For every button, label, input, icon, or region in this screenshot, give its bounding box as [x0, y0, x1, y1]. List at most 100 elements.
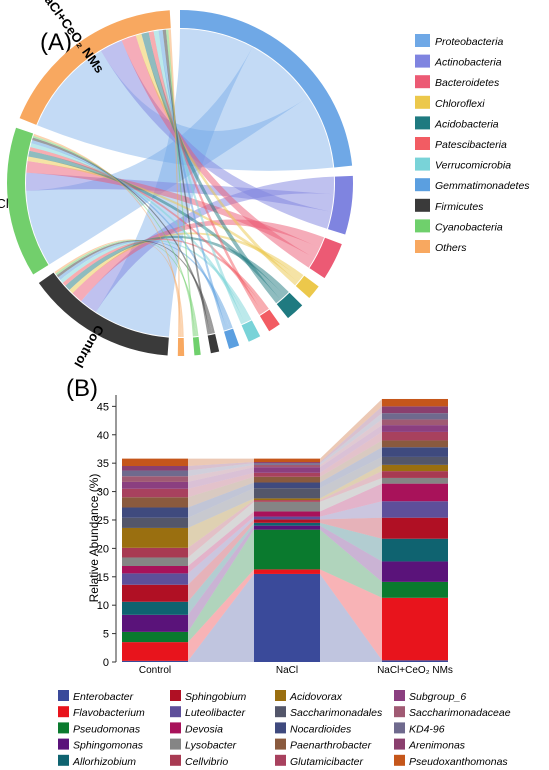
bar-segment [122, 488, 188, 498]
bar-segment [254, 511, 320, 517]
connector-band [320, 477, 382, 512]
legend-swatch [415, 54, 430, 68]
legend-label: Acidobacteria [434, 118, 499, 130]
chord-arcs [7, 10, 353, 356]
legend-swatch [58, 690, 69, 701]
connector-band [320, 419, 382, 468]
legend-swatch [170, 706, 181, 718]
connector-band [188, 501, 254, 566]
legend-swatch [394, 738, 405, 750]
bar-segment [382, 431, 448, 441]
legend-swatch [394, 722, 405, 734]
phylum-arc [192, 336, 201, 356]
legend-swatch [58, 722, 69, 734]
chord-ribbons [25, 29, 334, 338]
y-tick-label: 25 [97, 515, 109, 527]
bar-segment [382, 660, 448, 662]
connector-band [188, 516, 254, 585]
y-tick-label: 30 [97, 487, 109, 499]
bar-segment [122, 497, 188, 508]
legend-label: Enterobacter [73, 691, 134, 703]
chord-ribbon [60, 239, 252, 322]
legend-label: Arenimonas [408, 740, 466, 752]
x-category-label: NaCl [276, 665, 298, 676]
legend-label: Lysobacter [185, 740, 237, 752]
legend-label: Saccharimonadales [290, 707, 383, 719]
phylum-arc [224, 328, 240, 349]
connector-band [188, 467, 254, 489]
legend-label: Patescibacteria [435, 139, 507, 151]
bar-segment [382, 398, 448, 407]
group-arc [38, 272, 169, 356]
bar-segment [382, 464, 448, 472]
bar-segment [382, 483, 448, 502]
legend-label: Gemmatimonadetes [435, 180, 530, 192]
phylum-arc [276, 292, 303, 319]
legend-label: Flavobacterium [73, 707, 145, 719]
bar-segments [122, 398, 448, 662]
bar-segment [382, 561, 448, 582]
legend-swatch [415, 178, 430, 192]
phylum-arc [207, 333, 220, 354]
y-tick-label: 0 [103, 657, 109, 669]
panel-label-b: (B) [66, 375, 98, 402]
legend-swatch [415, 34, 430, 47]
legend-swatch [58, 738, 69, 750]
connector-band [188, 525, 254, 632]
stacked-bar-panel: (B) Relative Abundance (%) 0 5 10 15 20 25 30 3… [66, 375, 453, 676]
panel-label-a: (A) [40, 29, 72, 56]
bar-segment [382, 456, 448, 465]
bar-segment [254, 464, 320, 468]
connector-band [188, 522, 254, 615]
chord-ribbon [153, 30, 245, 325]
bar-segment [122, 573, 188, 585]
legend-swatch [415, 219, 430, 233]
connector-band [320, 517, 382, 539]
phylum-arc [327, 175, 353, 235]
legend-label: Glutamicibacter [290, 756, 363, 768]
bar-segment [382, 501, 448, 518]
chord-ribbon [62, 238, 269, 311]
bar-segment [254, 472, 320, 477]
legend-swatch [58, 706, 69, 718]
legend-swatch [415, 240, 430, 253]
connector-band [188, 482, 254, 518]
connector-band [188, 573, 254, 662]
chord-ribbon [162, 29, 210, 335]
connector-band [188, 472, 254, 498]
legend-swatch [394, 754, 405, 766]
connector-band [188, 511, 254, 574]
bar-segment [122, 614, 188, 632]
connector-band [320, 525, 382, 582]
legend-label: KD4-96 [409, 723, 445, 735]
bar-segment [254, 488, 320, 499]
phylum-legend: Proteobacteria Actinobacteria Bacteroidete… [415, 34, 530, 254]
y-tick-label: 10 [97, 600, 109, 612]
x-axis-labels: Control NaCl NaCl+CeO₂ NMs [139, 665, 453, 676]
chord-ribbon [168, 29, 180, 338]
connector-band [188, 498, 254, 548]
phylum-arc [309, 237, 342, 279]
phylum-arc [295, 275, 319, 298]
bar-segment [122, 601, 188, 615]
bar-segment [122, 631, 188, 643]
legend-label: Pseudoxanthomonas [409, 756, 508, 768]
connector-band [188, 462, 254, 471]
y-axis-label: Relative Abundance (%) [87, 474, 101, 603]
bar-segment [122, 642, 188, 661]
connector-band [320, 425, 382, 473]
connector-band [188, 500, 254, 558]
bar-segment [382, 440, 448, 448]
bar-segment [122, 466, 188, 471]
connector-band [320, 456, 382, 499]
phylum-arc [180, 10, 353, 168]
legend-swatch [394, 706, 405, 718]
bar-segment [122, 584, 188, 602]
bar-segment [122, 660, 188, 662]
bar-segment [254, 458, 320, 463]
bar-segment [254, 467, 320, 473]
bar-segment [382, 597, 448, 661]
chord-ribbon [81, 176, 334, 312]
y-tick-label: 35 [97, 458, 109, 470]
